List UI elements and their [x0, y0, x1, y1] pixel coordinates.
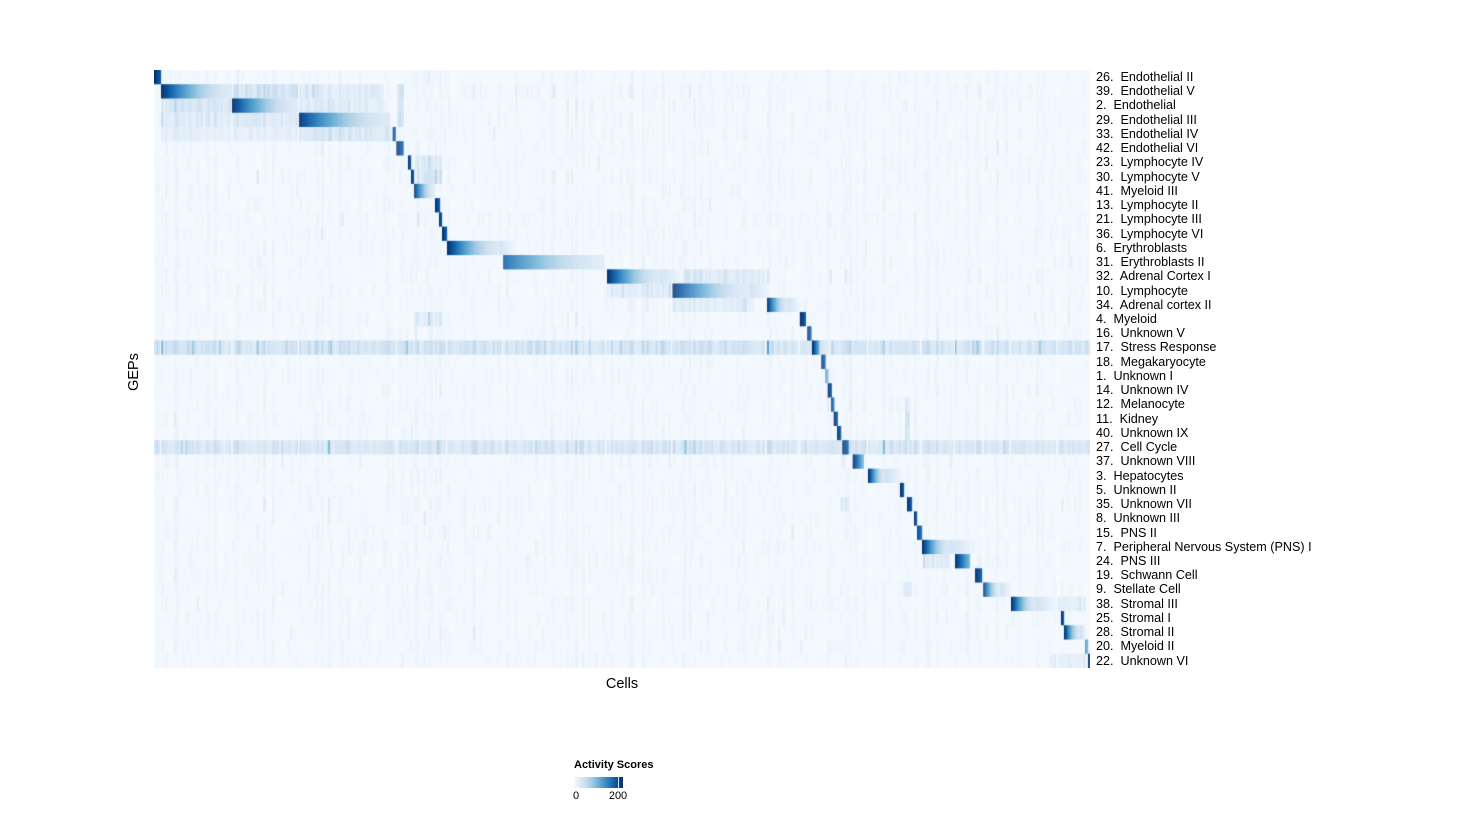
row-label: 17. Stress Response: [1096, 340, 1217, 355]
row-label: 42. Endothelial VI: [1096, 141, 1199, 156]
row-label: 25. Stromal I: [1096, 610, 1171, 625]
row-label: 33. Endothelial IV: [1096, 126, 1199, 141]
row-label: 16. Unknown V: [1096, 326, 1185, 341]
row-label: 39. Endothelial V: [1096, 84, 1195, 99]
legend-gradient-bar: [574, 777, 623, 788]
row-label: 1. Unknown I: [1096, 368, 1174, 383]
row-label: 6. Erythroblasts: [1096, 240, 1187, 255]
row-label: 7. Peripheral Nervous System (PNS) I: [1096, 539, 1312, 554]
row-label: 8. Unknown III: [1096, 511, 1180, 526]
row-label: 22. Unknown VI: [1096, 653, 1189, 668]
row-label: 11. Kidney: [1096, 411, 1159, 426]
row-label: 12. Melanocyte: [1096, 397, 1185, 412]
row-label: 36. Lymphocyte VI: [1096, 226, 1204, 241]
row-label: 35. Unknown VII: [1096, 497, 1192, 512]
legend-title: Activity Scores: [574, 759, 654, 771]
row-label: 5. Unknown II: [1096, 482, 1177, 497]
legend-tick-200: [617, 777, 620, 788]
row-label: 31. Erythroblasts II: [1096, 255, 1205, 270]
row-label: 4. Myeloid: [1096, 311, 1157, 326]
row-label: 40. Unknown IX: [1096, 425, 1189, 440]
row-label: 19. Schwann Cell: [1096, 568, 1198, 583]
row-label: 9. Stellate Cell: [1096, 582, 1181, 597]
row-label: 20. Myeloid II: [1096, 639, 1175, 654]
legend-tick-label-0: 0: [572, 790, 580, 802]
row-label: 10. Lymphocyte: [1096, 283, 1188, 298]
row-label: 3. Hepatocytes: [1096, 468, 1184, 483]
row-label: 32. Adrenal Cortex I: [1096, 269, 1211, 284]
legend-tick-label-200: 200: [608, 790, 628, 802]
row-label: 18. Megakaryocyte: [1096, 354, 1206, 369]
row-label: 34. Adrenal cortex II: [1096, 297, 1212, 312]
row-label: 28. Stromal II: [1096, 625, 1175, 640]
row-label: 37. Unknown VIII: [1096, 454, 1196, 469]
row-label: 14. Unknown IV: [1096, 383, 1189, 398]
row-label: 27. Cell Cycle: [1096, 440, 1178, 455]
row-label: 15. PNS II: [1096, 525, 1157, 540]
row-label: 13. Lymphocyte II: [1096, 198, 1199, 213]
legend-tick-labels: 0 200: [572, 790, 627, 803]
x-axis-label: Cells: [605, 676, 639, 692]
heatmap-canvas: [154, 70, 1090, 668]
row-label: 24. PNS III: [1096, 553, 1161, 568]
activity-scores-legend: Activity Scores 0 200: [572, 759, 734, 803]
row-labels: 26. Endothelial II 39. Endothelial V 2. En…: [1096, 70, 1436, 668]
row-label: 23. Lymphocyte IV: [1096, 155, 1204, 170]
row-label: 21. Lymphocyte III: [1096, 212, 1202, 227]
row-label: 2. Endothelial: [1096, 98, 1176, 113]
row-label: 38. Stromal III: [1096, 596, 1178, 611]
row-label: 30. Lymphocyte V: [1096, 169, 1200, 184]
y-axis-label: GEPs: [126, 353, 142, 391]
row-label: 26. Endothelial II: [1096, 70, 1194, 84]
row-label: 41. Myeloid III: [1096, 183, 1178, 198]
row-label: 29. Endothelial III: [1096, 112, 1197, 127]
